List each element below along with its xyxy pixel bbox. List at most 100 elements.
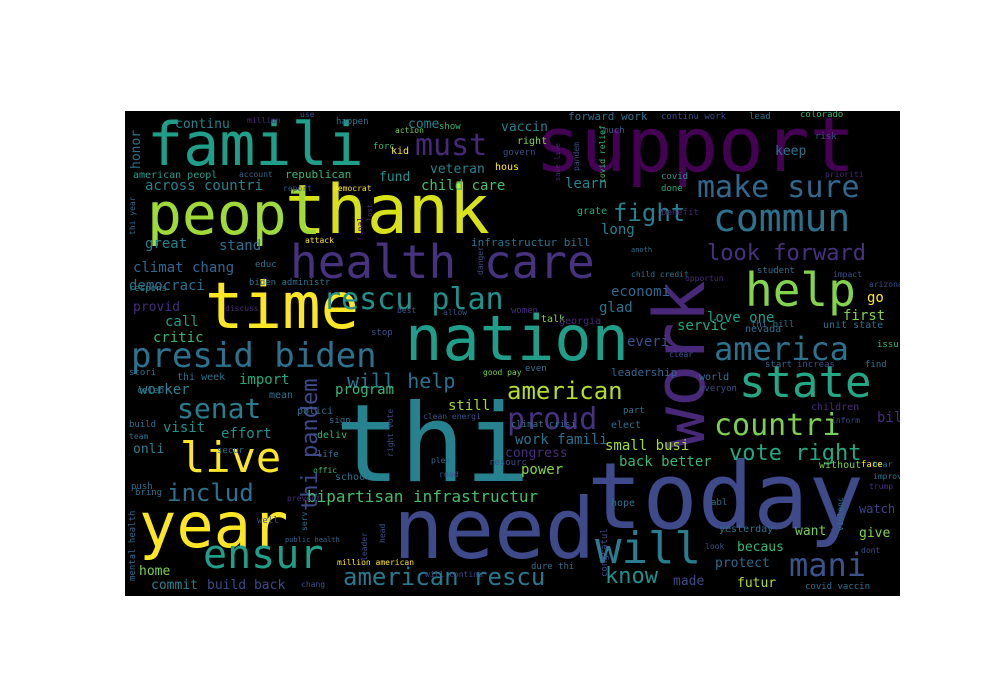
word: glad [599,300,633,316]
word: thi year [128,196,137,235]
word: today [587,443,864,550]
word: pandem [572,142,581,171]
word: forc [373,142,395,152]
word: hear [873,460,893,469]
word: american peopl [133,170,218,181]
word: proud [507,402,598,437]
word: increas [797,360,835,370]
word: work famili [515,432,608,448]
word: dont [861,546,881,555]
word: lead [749,112,771,122]
word: stand [219,238,262,254]
word: thi bill [751,320,795,330]
word: read [439,470,459,479]
word: stop [371,328,393,338]
word: state [739,357,872,408]
word: life [317,450,339,460]
word: want [795,524,827,539]
word: build [129,420,157,430]
word: work [639,280,721,449]
word: look forward [707,241,866,266]
word: trump [869,482,894,491]
word: continu [175,117,230,132]
word: colorado [800,111,844,120]
word: nevada [745,324,782,335]
word: democraci [129,278,205,294]
word: rescu plan [323,282,504,317]
word: much [603,126,625,136]
word: everi [627,334,670,350]
word: done [661,184,683,194]
word: economi [611,284,671,300]
word: continu work [661,112,727,122]
word: covid vaccin [805,582,871,592]
word: will help [347,369,456,393]
word: push [131,482,153,492]
word: deliv [317,430,348,441]
word: children [811,402,860,413]
word: famili [147,111,364,180]
word: find [865,360,887,370]
word: report [283,184,312,193]
word: republican [285,168,352,181]
word: mean [269,390,294,401]
word: violenc [836,497,845,531]
word: resourc [489,458,527,468]
word: america [714,330,849,368]
word: risk [815,132,837,142]
word: go [867,290,884,306]
word: leadership [611,366,678,379]
word: thi week [177,372,226,383]
word: offic [313,466,338,475]
word: chang [301,580,326,589]
word: must [415,128,488,163]
word: support [535,111,856,189]
word: clean energi [423,412,481,421]
word: save live [554,143,562,181]
word: import [239,372,290,388]
word: build back [207,578,286,593]
word: program [335,382,395,398]
word: keep [775,144,807,159]
word: georgia [559,316,602,327]
word: vaccin [501,120,548,135]
word: across countri [145,178,264,194]
word: part [623,406,645,416]
word: prioriti [825,170,864,179]
word: head [378,523,387,543]
word: attack [305,236,334,245]
word: everyon [699,384,737,394]
word: covid relief [598,125,607,183]
word: stori [129,368,157,378]
word: critic [153,330,204,346]
word: climat crisi [511,420,577,430]
word: talk [541,314,566,325]
word: happen [336,117,369,127]
word: onli [133,442,165,457]
word: live [180,433,282,482]
word: fight [613,199,686,227]
word: educ [255,260,277,270]
word: celebr [137,386,170,396]
word: leader [360,532,369,561]
word: public health [285,536,340,544]
word: call [165,314,199,330]
word: action [395,126,424,135]
word: commun [713,196,851,240]
word: unit state [823,320,884,331]
word: use [300,111,315,119]
word: million american [337,558,415,567]
word: becaus [737,540,784,555]
word: countri [714,408,841,443]
word: yesterday [719,524,774,535]
word: watch [859,502,896,516]
word: student [757,266,795,276]
word: bill [877,410,900,426]
word: secur [217,446,245,456]
word: account [239,170,273,179]
word: learn [565,176,608,192]
word: visit [163,420,206,436]
word: women [511,306,539,316]
word: need [393,480,596,578]
word: senat [177,392,262,425]
